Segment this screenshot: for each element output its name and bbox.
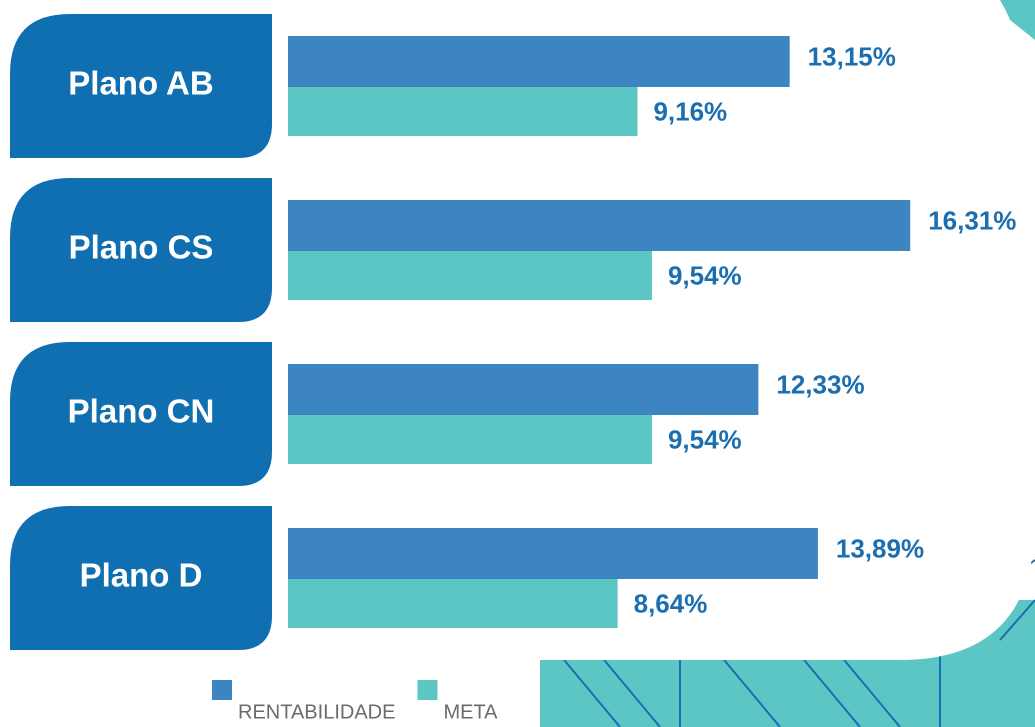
category-label: Plano D	[80, 557, 203, 594]
bar	[288, 579, 618, 628]
chart: Plano AB 13,15% 9,16% Plano CS 16,31% 9,54% Pl…	[0, 0, 1035, 727]
legend-swatch	[212, 680, 232, 700]
legend-swatch	[417, 680, 437, 700]
bar	[288, 251, 652, 300]
legend-label: META	[443, 701, 498, 723]
value-label: 8,64%	[634, 588, 708, 618]
legend-label: RENTABILIDADE	[238, 701, 395, 723]
category-label: Plano AB	[68, 65, 213, 102]
category-label: Plano CN	[68, 393, 215, 430]
value-label: 16,31%	[928, 205, 1016, 235]
value-label: 9,54%	[668, 260, 742, 290]
bar	[288, 528, 818, 579]
value-label: 9,54%	[668, 424, 742, 454]
bar	[288, 415, 652, 464]
bar	[288, 87, 637, 136]
bar	[288, 364, 758, 415]
category-label: Plano CS	[69, 229, 214, 266]
value-label: 9,16%	[653, 96, 727, 126]
value-label: 13,89%	[836, 533, 924, 563]
value-label: 12,33%	[776, 369, 864, 399]
value-label: 13,15%	[808, 41, 896, 71]
bar	[288, 200, 910, 251]
bar	[288, 36, 790, 87]
